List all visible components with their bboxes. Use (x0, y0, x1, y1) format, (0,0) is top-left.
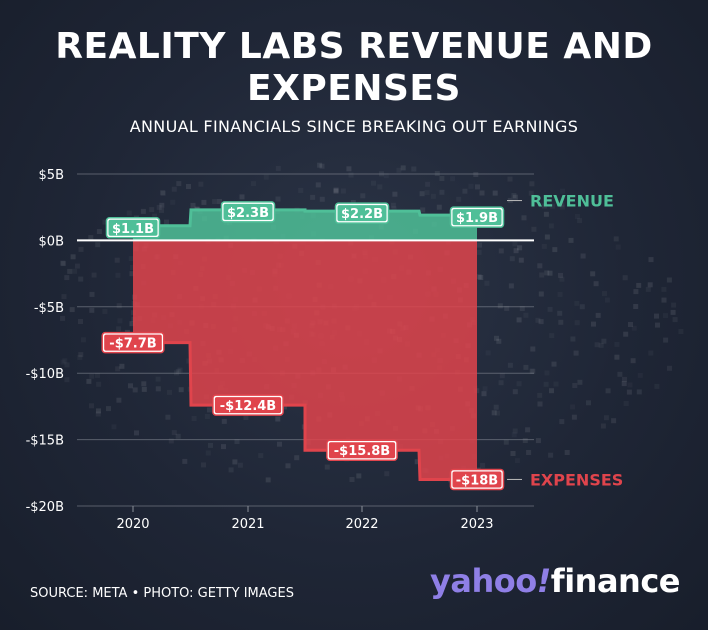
expenses-area (133, 240, 477, 480)
y-tick-label: -$15B (26, 434, 64, 449)
revenue-data-label: $2.3B (220, 201, 276, 223)
x-tick-label: 2021 (231, 517, 264, 532)
y-tick-label: -$5B (34, 301, 64, 316)
svg-text:-$18B: -$18B (456, 473, 498, 488)
expenses-line (133, 341, 477, 481)
expenses-data-label: -$18B (449, 468, 505, 491)
svg-text:$2.3B: $2.3B (227, 206, 269, 221)
source-credit: SOURCE: META • PHOTO: GETTY IMAGES (30, 586, 294, 601)
x-tick-label: 2023 (460, 517, 493, 532)
revenue-line (133, 208, 477, 228)
svg-text:-$12.4B: -$12.4B (220, 399, 276, 414)
revenue-data-label: $1.9B (449, 206, 505, 228)
chart-subtitle: ANNUAL FINANCIALS SINCE BREAKING OUT EAR… (129, 117, 579, 136)
revenue-series-label: REVENUE (530, 192, 614, 211)
y-tick-label: -$20B (26, 500, 64, 515)
svg-text:$1.1B: $1.1B (112, 222, 154, 237)
expenses-series-label: EXPENSES (530, 470, 623, 489)
svg-text:-$7.7B: -$7.7B (109, 337, 156, 352)
yahoo-finance-logo: yahoo!finance (429, 562, 681, 600)
expenses-data-label: -$12.4B (212, 394, 284, 416)
revenue-data-label: $1.1B (105, 217, 161, 239)
y-tick-label: -$10B (26, 367, 64, 382)
expenses-data-label: -$7.7B (101, 331, 165, 354)
expenses-data-label: -$15.8B (326, 439, 398, 461)
svg-text:-$15.8B: -$15.8B (334, 444, 390, 459)
svg-text:$1.9B: $1.9B (456, 211, 498, 226)
y-tick-label: $5B (39, 168, 64, 183)
revenue-area (133, 209, 477, 241)
svg-text:$2.2B: $2.2B (341, 207, 383, 222)
chart-title: REALITY LABS REVENUE AND EXPENSES (55, 26, 653, 109)
y-tick-label: $0B (39, 234, 64, 249)
x-tick-label: 2020 (116, 517, 149, 532)
revenue-data-label: $2.2B (334, 202, 390, 224)
x-tick-label: 2022 (345, 517, 378, 532)
